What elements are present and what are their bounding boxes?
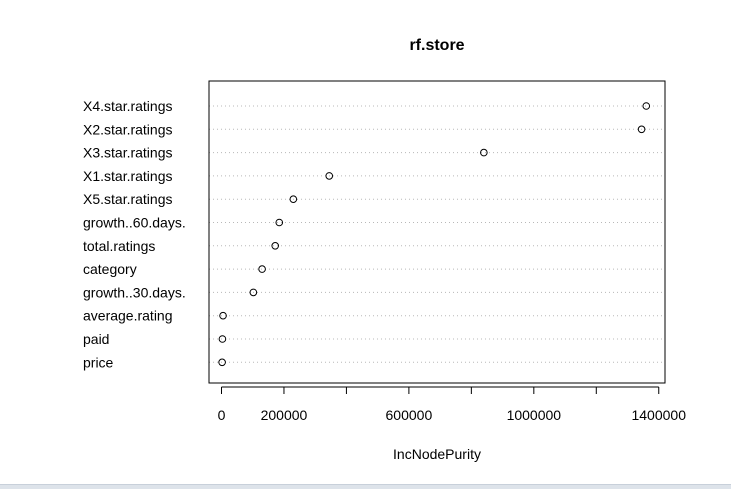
window-bottom-edge (0, 484, 731, 489)
data-point (642, 102, 651, 110)
y-tick-label: growth..60.days. (83, 215, 186, 231)
data-point (275, 218, 284, 227)
x-tick-label: 600000 (386, 407, 433, 423)
grid-lines (209, 105, 665, 363)
y-tick-label: paid (83, 331, 109, 347)
data-point (218, 335, 227, 343)
chart-title: rf.store (409, 37, 464, 54)
y-tick-label: X3.star.ratings (83, 145, 173, 161)
y-tick-label: price (83, 354, 114, 370)
y-tick-label: X1.star.ratings (83, 168, 173, 184)
data-point (271, 242, 280, 250)
x-axis-title: IncNodePurity (393, 446, 481, 462)
data-point (637, 125, 646, 134)
data-point (480, 148, 488, 157)
data-point (258, 265, 266, 273)
x-tick-label: 1000000 (507, 407, 562, 423)
data-point (219, 311, 227, 320)
x-tick-label: 200000 (261, 407, 308, 423)
y-tick-label: average.rating (83, 308, 173, 324)
x-tick-label: 0 (218, 407, 226, 423)
data-point (218, 358, 226, 367)
x-axis: 0 200000 600000 1000000 1400000 (218, 386, 686, 423)
data-point (325, 172, 334, 180)
x-tick-label: 1400000 (631, 407, 686, 423)
y-axis-labels: X4.star.ratings X2.star.ratings X3.star.ra… (83, 98, 186, 370)
y-tick-label: X5.star.ratings (83, 191, 173, 207)
data-point (249, 288, 258, 297)
data-point (289, 195, 298, 203)
plot-frame (208, 80, 666, 384)
y-tick-label: category (83, 261, 137, 277)
y-tick-label: growth..30.days. (83, 284, 186, 300)
data-points (218, 102, 651, 367)
y-tick-label: X2.star.ratings (83, 121, 173, 137)
y-tick-label: total.ratings (83, 238, 155, 254)
y-tick-label: X4.star.ratings (83, 98, 173, 114)
